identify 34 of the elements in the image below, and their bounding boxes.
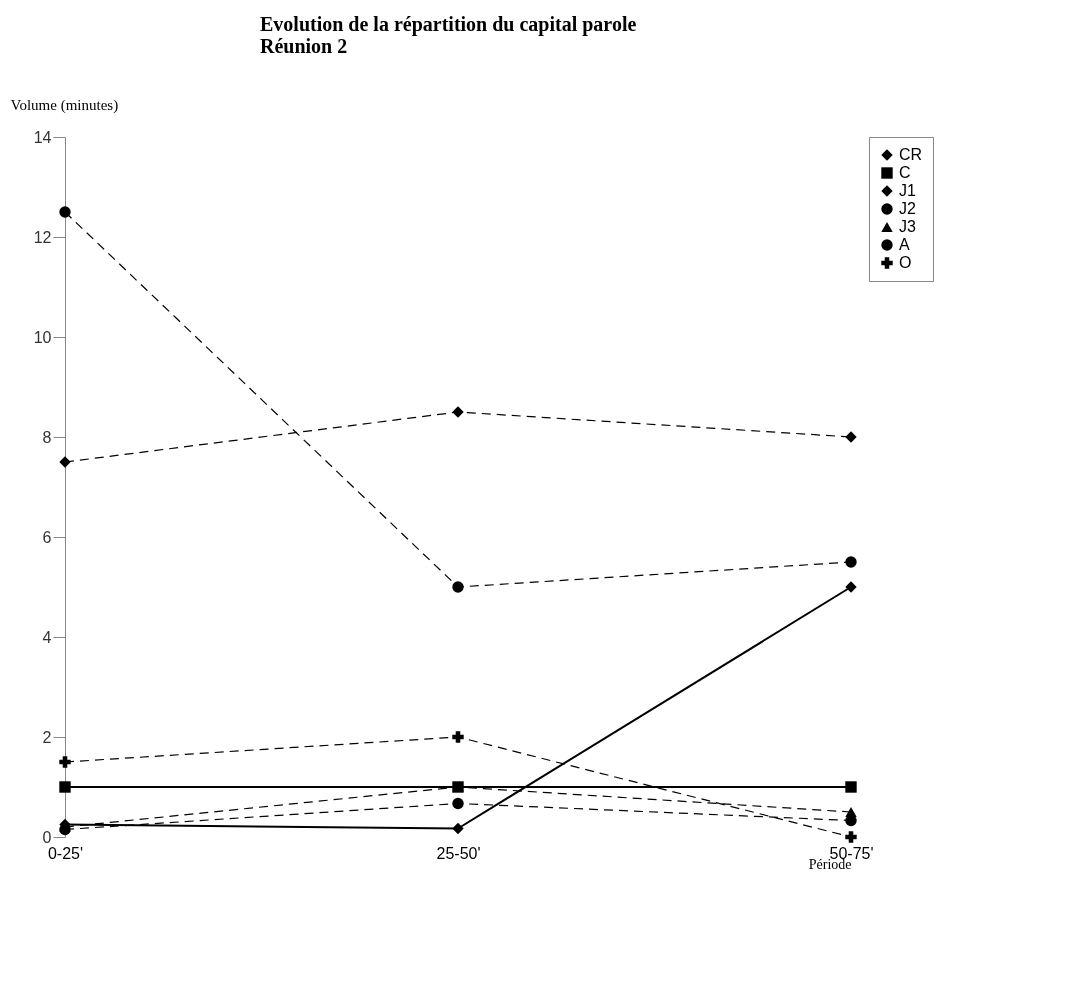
x-tick-label: 0-25' — [47, 844, 84, 862]
y-tick-label: 12 — [33, 228, 52, 246]
point — [59, 456, 71, 468]
point — [845, 781, 857, 793]
legend-label: C — [899, 164, 911, 181]
point — [452, 797, 464, 810]
y-tick-label: 2 — [42, 728, 52, 746]
point — [845, 556, 857, 568]
point — [452, 731, 464, 743]
point — [59, 206, 71, 218]
point — [59, 756, 71, 768]
point — [452, 406, 464, 418]
y-tick-label: 8 — [42, 428, 52, 446]
text: Evolution de la répartition du capital parole — [260, 13, 637, 35]
text: Réunion 2 — [260, 35, 348, 57]
legend-label: J3 — [899, 218, 916, 235]
y-tick-label: 0 — [42, 828, 52, 846]
y-tick-label: 4 — [42, 628, 52, 646]
y-tick-label: 14 — [33, 128, 52, 146]
point — [845, 581, 857, 593]
point — [452, 822, 464, 835]
y-axis-title: Volume (minutes) — [10, 96, 119, 114]
point — [452, 581, 464, 593]
y-tick-label: 6 — [42, 528, 52, 546]
x-tick-label: 25-50' — [436, 844, 481, 862]
point — [845, 431, 857, 443]
point — [59, 781, 71, 793]
legend-label: J2 — [899, 200, 916, 217]
legend-label: J1 — [899, 182, 916, 199]
legend-label: O — [899, 254, 912, 271]
legend-label: A — [899, 236, 910, 253]
point — [845, 831, 857, 843]
legend-label: CR — [899, 146, 923, 163]
y-tick-label: 10 — [33, 328, 52, 346]
